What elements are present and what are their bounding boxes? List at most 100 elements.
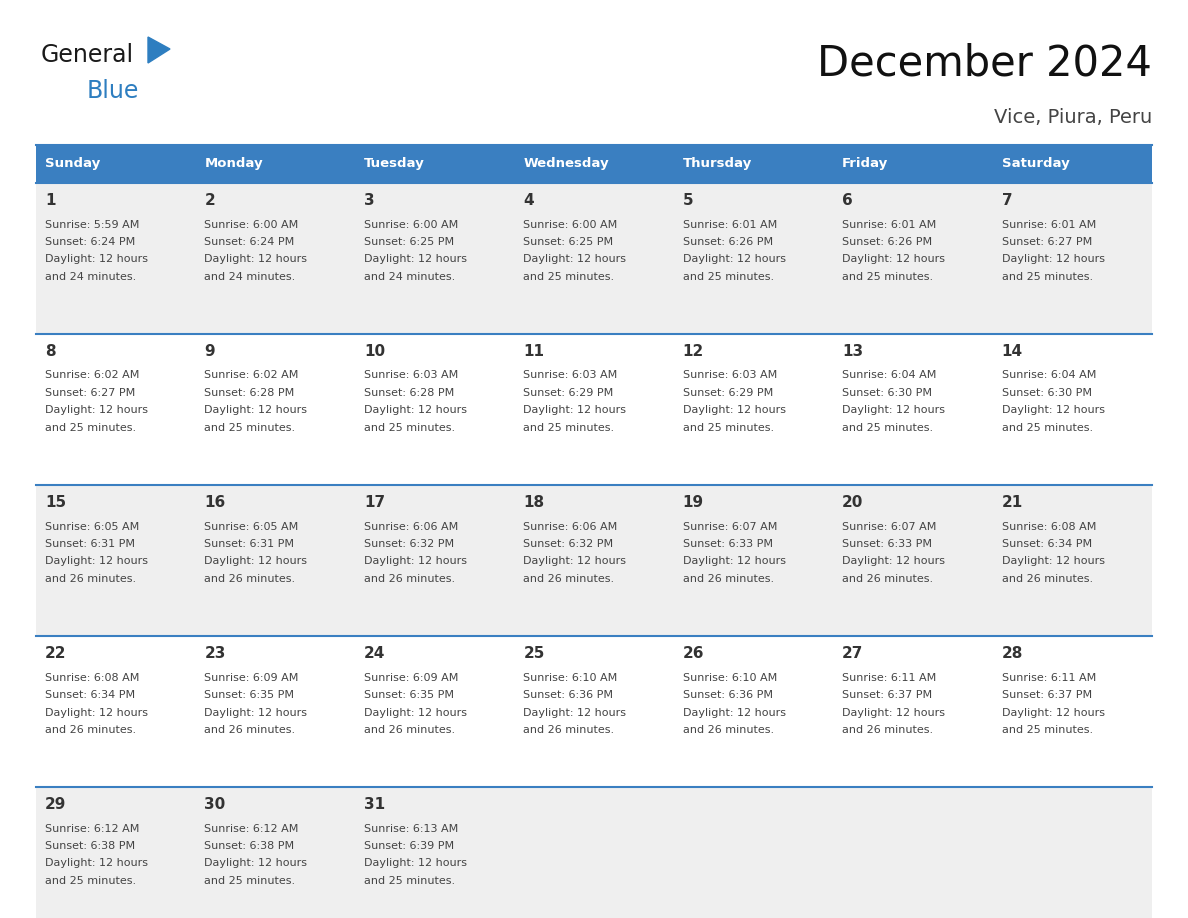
Text: 16: 16 [204,495,226,510]
Text: Daylight: 12 hours: Daylight: 12 hours [364,858,467,868]
Text: Daylight: 12 hours: Daylight: 12 hours [842,406,946,416]
Text: Sunset: 6:25 PM: Sunset: 6:25 PM [364,237,454,247]
Text: Sunrise: 6:01 AM: Sunrise: 6:01 AM [842,219,936,230]
Text: Sunset: 6:29 PM: Sunset: 6:29 PM [683,388,773,398]
Text: 4: 4 [523,193,533,208]
Text: and 25 minutes.: and 25 minutes. [364,423,455,433]
Text: Sunset: 6:25 PM: Sunset: 6:25 PM [523,237,613,247]
Text: Sunday: Sunday [45,158,100,171]
Text: Sunset: 6:35 PM: Sunset: 6:35 PM [204,690,295,700]
Text: Sunset: 6:24 PM: Sunset: 6:24 PM [45,237,135,247]
Text: Sunrise: 6:03 AM: Sunrise: 6:03 AM [683,371,777,380]
Text: Sunrise: 6:00 AM: Sunrise: 6:00 AM [523,219,618,230]
Text: Sunset: 6:31 PM: Sunset: 6:31 PM [204,539,295,549]
Text: and 26 minutes.: and 26 minutes. [523,574,614,584]
Text: Daylight: 12 hours: Daylight: 12 hours [204,858,308,868]
Text: and 26 minutes.: and 26 minutes. [1001,574,1093,584]
Text: Sunrise: 6:08 AM: Sunrise: 6:08 AM [45,673,139,682]
Text: 14: 14 [1001,344,1023,359]
Text: Sunrise: 6:11 AM: Sunrise: 6:11 AM [842,673,936,682]
Text: Sunrise: 6:12 AM: Sunrise: 6:12 AM [204,823,299,834]
Text: Daylight: 12 hours: Daylight: 12 hours [364,406,467,416]
Text: Sunrise: 6:04 AM: Sunrise: 6:04 AM [1001,371,1097,380]
Text: Sunset: 6:36 PM: Sunset: 6:36 PM [683,690,772,700]
Text: Sunrise: 6:09 AM: Sunrise: 6:09 AM [364,673,459,682]
Text: and 26 minutes.: and 26 minutes. [842,725,934,735]
Text: and 25 minutes.: and 25 minutes. [364,876,455,886]
Text: Wednesday: Wednesday [523,158,609,171]
Text: and 25 minutes.: and 25 minutes. [1001,423,1093,433]
Text: and 25 minutes.: and 25 minutes. [45,876,137,886]
Text: Sunset: 6:39 PM: Sunset: 6:39 PM [364,841,454,851]
Text: Daylight: 12 hours: Daylight: 12 hours [683,708,785,718]
Text: 9: 9 [204,344,215,359]
Text: and 25 minutes.: and 25 minutes. [523,272,614,282]
Text: Daylight: 12 hours: Daylight: 12 hours [45,708,148,718]
Text: 28: 28 [1001,646,1023,661]
Text: Sunrise: 6:10 AM: Sunrise: 6:10 AM [683,673,777,682]
Text: 13: 13 [842,344,864,359]
Text: 30: 30 [204,797,226,812]
Text: 19: 19 [683,495,703,510]
Text: and 26 minutes.: and 26 minutes. [683,725,773,735]
Text: Sunset: 6:30 PM: Sunset: 6:30 PM [842,388,933,398]
Bar [514,145,674,183]
Text: Daylight: 12 hours: Daylight: 12 hours [364,254,467,264]
Text: Sunrise: 6:06 AM: Sunrise: 6:06 AM [364,521,459,532]
Text: and 26 minutes.: and 26 minutes. [45,574,137,584]
Text: 5: 5 [683,193,694,208]
Text: Sunset: 6:32 PM: Sunset: 6:32 PM [523,539,613,549]
Text: Sunrise: 6:00 AM: Sunrise: 6:00 AM [204,219,298,230]
Text: Friday: Friday [842,158,889,171]
Text: Sunrise: 6:08 AM: Sunrise: 6:08 AM [1001,521,1097,532]
Text: Sunset: 6:37 PM: Sunset: 6:37 PM [1001,690,1092,700]
Text: and 25 minutes.: and 25 minutes. [1001,272,1093,282]
Text: and 25 minutes.: and 25 minutes. [45,423,137,433]
Text: Daylight: 12 hours: Daylight: 12 hours [364,708,467,718]
Bar [36,183,1152,334]
Text: Sunset: 6:38 PM: Sunset: 6:38 PM [204,841,295,851]
Text: Sunrise: 6:06 AM: Sunrise: 6:06 AM [523,521,618,532]
Text: Daylight: 12 hours: Daylight: 12 hours [204,254,308,264]
Text: 22: 22 [45,646,67,661]
Text: Sunrise: 6:09 AM: Sunrise: 6:09 AM [204,673,299,682]
Text: Sunset: 6:27 PM: Sunset: 6:27 PM [45,388,135,398]
Text: Sunset: 6:37 PM: Sunset: 6:37 PM [842,690,933,700]
Text: Monday: Monday [204,158,263,171]
Text: 31: 31 [364,797,385,812]
Text: Sunset: 6:33 PM: Sunset: 6:33 PM [683,539,772,549]
Text: Daylight: 12 hours: Daylight: 12 hours [842,254,946,264]
Text: Sunset: 6:24 PM: Sunset: 6:24 PM [204,237,295,247]
Text: Daylight: 12 hours: Daylight: 12 hours [204,708,308,718]
Text: Sunrise: 6:12 AM: Sunrise: 6:12 AM [45,823,139,834]
Text: 29: 29 [45,797,67,812]
Text: Sunset: 6:27 PM: Sunset: 6:27 PM [1001,237,1092,247]
Bar [196,145,355,183]
Text: Daylight: 12 hours: Daylight: 12 hours [1001,254,1105,264]
Text: 21: 21 [1001,495,1023,510]
Text: Sunset: 6:26 PM: Sunset: 6:26 PM [842,237,933,247]
Text: Daylight: 12 hours: Daylight: 12 hours [523,254,626,264]
Text: Daylight: 12 hours: Daylight: 12 hours [45,858,148,868]
Text: Sunset: 6:36 PM: Sunset: 6:36 PM [523,690,613,700]
Text: and 26 minutes.: and 26 minutes. [523,725,614,735]
Text: Sunrise: 6:10 AM: Sunrise: 6:10 AM [523,673,618,682]
Text: 11: 11 [523,344,544,359]
Text: Daylight: 12 hours: Daylight: 12 hours [683,406,785,416]
Text: Sunrise: 6:11 AM: Sunrise: 6:11 AM [1001,673,1095,682]
Text: Sunset: 6:31 PM: Sunset: 6:31 PM [45,539,135,549]
Text: 7: 7 [1001,193,1012,208]
Text: 18: 18 [523,495,544,510]
Bar [355,145,514,183]
Text: and 25 minutes.: and 25 minutes. [204,876,296,886]
Text: Vice, Piura, Peru: Vice, Piura, Peru [993,108,1152,127]
Bar [674,145,833,183]
Text: Daylight: 12 hours: Daylight: 12 hours [1001,556,1105,566]
Text: Daylight: 12 hours: Daylight: 12 hours [204,556,308,566]
Text: 26: 26 [683,646,704,661]
Text: Sunset: 6:38 PM: Sunset: 6:38 PM [45,841,135,851]
Text: Sunset: 6:34 PM: Sunset: 6:34 PM [1001,539,1092,549]
Text: Daylight: 12 hours: Daylight: 12 hours [842,556,946,566]
Bar [992,145,1152,183]
Text: 8: 8 [45,344,56,359]
